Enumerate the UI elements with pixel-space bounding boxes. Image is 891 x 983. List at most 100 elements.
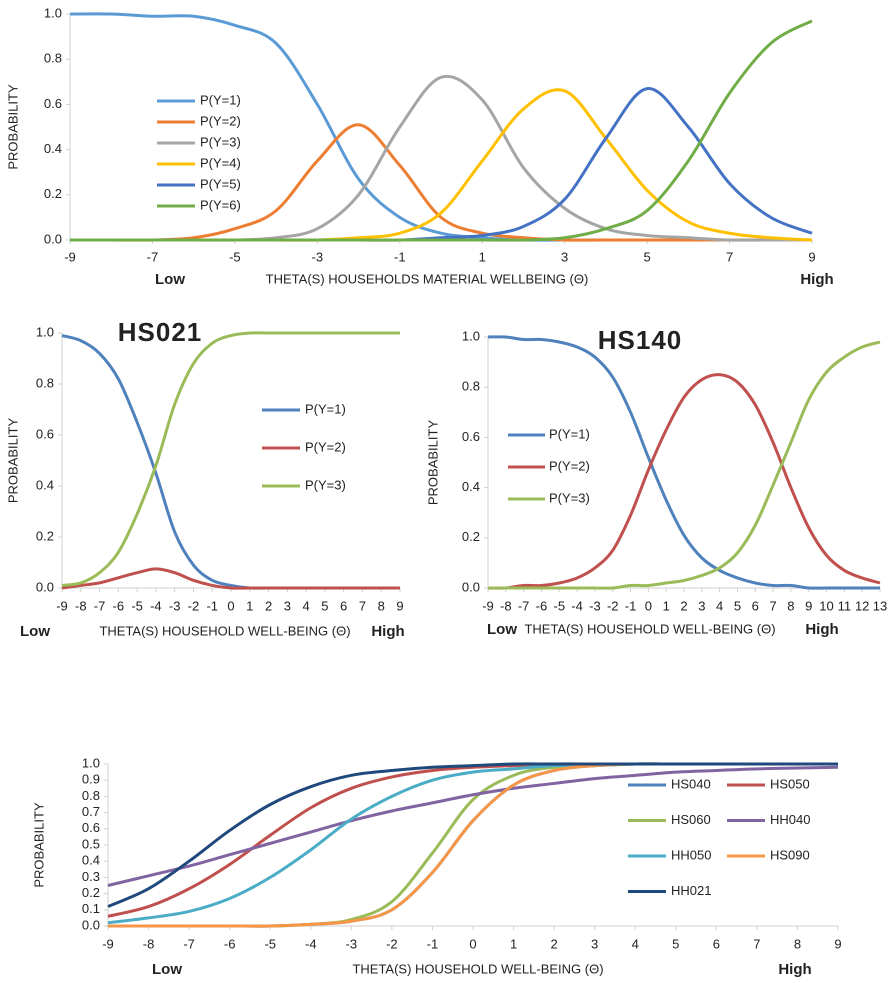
legend-label: P(Y=5) [200,176,241,191]
series-line [487,373,881,590]
series-line [61,331,400,587]
legend-label: HS090 [770,847,810,862]
legend-label: HH040 [770,812,810,827]
x-tick-label: -3 [169,598,181,613]
x-tick-label: 3 [591,936,598,951]
legend-label: HH021 [671,883,711,898]
y-tick-label: 0.6 [36,426,54,441]
x-axis-label: THETA(S) HOUSEHOLD WELL-BEING (Θ) [99,623,350,638]
x-tick-label: -7 [147,249,159,264]
series-line [487,340,881,590]
y-tick-label: 1.0 [462,328,480,343]
x-tick-label: -9 [482,598,494,613]
y-axis-label: PROBABILITY [5,84,20,170]
x-tick-label: 10 [819,598,833,613]
x-tick-label: 7 [753,936,760,951]
x-tick-label: 0 [227,598,234,613]
x-tick-label: 3 [698,598,705,613]
low-label: Low [487,621,517,638]
x-tick-label: 2 [265,598,272,613]
x-tick-label: -5 [553,598,565,613]
x-tick-label: -1 [625,598,637,613]
y-tick-label: 0.2 [36,528,54,543]
y-tick-label: 0.0 [36,579,54,594]
x-tick-label: 7 [769,598,776,613]
x-tick-label: 6 [340,598,347,613]
x-tick-label: -3 [589,598,601,613]
low-label: Low [152,961,182,978]
x-tick-label: 0 [469,936,476,951]
x-axis-label: THETA(S) HOUSEHOLD WELL-BEING (Θ) [352,961,603,976]
x-tick-label: -1 [427,936,439,951]
y-tick-label: 0.8 [36,375,54,390]
x-tick-label: 9 [396,598,403,613]
y-tick-label: 0.8 [462,379,480,394]
x-tick-label: 2 [550,936,557,951]
legend-label: P(Y=1) [305,401,346,416]
x-tick-label: -6 [224,936,236,951]
x-tick-label: 1 [479,249,486,264]
legend-label: P(Y=4) [200,155,241,170]
series-line [61,567,400,590]
x-tick-label: -4 [150,598,162,613]
x-tick-label: -7 [518,598,530,613]
legend-label: HS040 [671,776,711,791]
y-tick-label: 0.8 [44,51,62,66]
x-tick-label: 5 [672,936,679,951]
x-tick-label: 11 [838,598,852,613]
y-tick-label: 0.4 [82,853,100,868]
x-tick-label: -8 [75,598,87,613]
x-tick-label: 0 [645,598,652,613]
low-label: Low [20,623,50,640]
x-tick-label: -4 [305,936,317,951]
high-label: High [371,623,404,640]
x-tick-label: 4 [716,598,723,613]
x-tick-label: -9 [56,598,68,613]
x-axis-label: THETA(S) HOUSEHOLD WELL-BEING (Θ) [524,621,775,636]
x-tick-label: 4 [302,598,309,613]
x-axis-label: THETA(S) HOUSEHOLDS MATERIAL WELLBEING (… [266,271,589,286]
x-tick-label: -8 [143,936,155,951]
legend-label: P(Y=3) [305,477,346,492]
x-tick-label: 3 [561,249,568,264]
x-tick-label: 7 [726,249,733,264]
legend-label: P(Y=1) [549,426,590,441]
legend-label: P(Y=2) [549,458,590,473]
x-tick-label: 8 [787,598,794,613]
legend-label: P(Y=1) [200,92,241,107]
y-tick-label: 0.0 [462,579,480,594]
y-tick-label: 0.4 [462,479,480,494]
series-line [107,762,838,908]
x-tick-label: 9 [805,598,812,613]
x-tick-label: -9 [102,936,114,951]
y-tick-label: 1.0 [36,324,54,339]
y-tick-label: 0.4 [44,141,62,156]
series-line [70,123,812,242]
series-line [61,334,400,590]
x-tick-label: 1 [510,936,517,951]
legend-label: HH050 [671,847,711,862]
series-line [107,765,839,887]
y-tick-label: 0.6 [44,96,62,111]
x-tick-label: 6 [713,936,720,951]
x-tick-label: -3 [346,936,358,951]
y-tick-label: 0.8 [82,788,100,803]
x-tick-label: 7 [359,598,366,613]
chart-title: HS021 [118,317,203,347]
x-tick-label: 3 [284,598,291,613]
x-tick-label: -6 [113,598,125,613]
x-tick-label: 6 [752,598,759,613]
x-tick-label: 8 [378,598,385,613]
x-tick-label: -3 [312,249,324,264]
legend-label: P(Y=6) [200,197,241,212]
legend-label: HS060 [671,812,711,827]
x-tick-label: -4 [571,598,583,613]
high-label: High [800,271,833,288]
series-line [107,762,838,925]
y-axis-label: PROBABILITY [5,418,20,504]
series-line [487,335,880,590]
x-tick-label: 5 [321,598,328,613]
x-tick-label: -9 [64,249,76,264]
series-line [70,19,813,242]
